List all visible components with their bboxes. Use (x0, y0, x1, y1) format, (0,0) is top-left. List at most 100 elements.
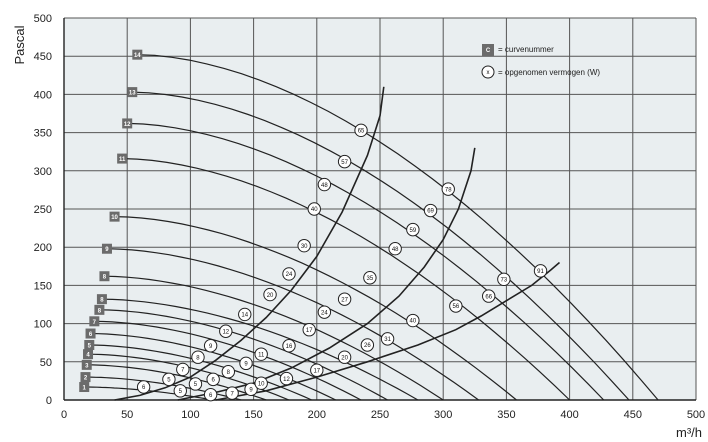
y-tick-label: 150 (34, 280, 52, 292)
power-marker-label-2-9: 40 (410, 319, 417, 325)
fan-curve-6 (94, 320, 362, 401)
power-marker-label-0-5: 12 (222, 329, 229, 335)
curve-label-text-8: 8 (100, 298, 104, 304)
curve-label-text-5: 6 (89, 332, 93, 338)
curve-label-box-11 (109, 211, 120, 222)
curve-label-text-6: 7 (93, 320, 97, 326)
power-marker-label-2-6: 20 (341, 355, 348, 361)
y-tick-label: 450 (34, 51, 52, 63)
curve-label-box-7 (94, 304, 105, 315)
curve-label-box-2 (81, 359, 92, 370)
curve-label-box-1 (80, 372, 91, 383)
y-tick-label: 50 (40, 357, 52, 369)
legend-curve-symbol: C (486, 48, 491, 54)
legend-power-symbol: x (487, 70, 490, 76)
curve-label-box-13 (122, 118, 133, 129)
y-tick-label: 300 (34, 166, 52, 178)
power-marker-label-0-0: 6 (142, 385, 146, 391)
power-marker-0-13 (354, 123, 368, 138)
curve-label-text-7: 8 (98, 308, 102, 314)
power-marker-1-11 (388, 242, 402, 256)
curve-label-box-3 (83, 349, 94, 360)
power-marker-0-0 (136, 380, 151, 394)
power-marker-label-2-11: 66 (485, 294, 492, 300)
power-marker-label-1-1: 5 (194, 382, 198, 388)
power-marker-1-2 (206, 372, 220, 387)
x-tick-label: 400 (560, 409, 578, 421)
power-marker-label-2-10: 56 (452, 304, 459, 310)
fan-curve-9 (104, 275, 444, 401)
power-marker-label-0-2: 7 (181, 368, 185, 374)
power-marker-label-2-12: 73 (501, 277, 508, 283)
power-marker-1-14 (441, 182, 455, 196)
fan-curve-5 (90, 332, 337, 401)
power-marker-label-0-4: 9 (209, 344, 213, 350)
power-marker-label-0-8: 24 (286, 272, 293, 278)
power-marker-label-1-14: 78 (445, 187, 452, 193)
curve-label-text-13: 12 (124, 122, 131, 128)
power-marker-0-6 (238, 307, 252, 322)
power-marker-2-2 (244, 382, 258, 397)
power-marker-label-1-5: 11 (258, 352, 265, 358)
power-marker-2-13 (533, 264, 548, 278)
y-tick-label: 350 (34, 128, 52, 140)
y-tick-label: 0 (46, 395, 52, 407)
curve-label-text-3: 4 (86, 353, 90, 359)
axis-ticks: 0 50 100 150 200 250 300 350 400 450 500 0 50 100 150 2… (34, 13, 706, 421)
fan-curve-14 (132, 91, 630, 401)
power-marker-2-3 (254, 376, 268, 390)
power-marker-label-0-10: 40 (311, 207, 318, 213)
power-marker-label-0-1: 5 (167, 378, 171, 384)
power-marker-0-12 (337, 154, 352, 169)
x-tick-label: 450 (624, 409, 642, 421)
power-marker-0-4 (203, 339, 218, 353)
power-marker-label-2-4: 12 (283, 377, 290, 383)
power-marker-2-9 (406, 313, 420, 328)
power-marker-0-1 (162, 372, 176, 387)
power-marker-1-3 (221, 365, 236, 379)
power-marker-1-4 (239, 356, 253, 371)
power-marker-1-12 (406, 222, 420, 237)
power-marker-label-2-7: 26 (364, 343, 371, 349)
power-marker-0-2 (176, 362, 190, 377)
power-marker-1-13 (423, 203, 438, 218)
y-tick-label: 100 (34, 319, 52, 331)
fan-curve-7 (99, 309, 388, 401)
power-marker-0-11 (317, 177, 332, 192)
power-marker-label-1-4: 9 (244, 362, 248, 368)
fan-curve-11 (114, 216, 517, 401)
power-marker-label-0-6: 14 (241, 313, 248, 319)
power-marker-1-7 (302, 323, 316, 337)
power-marker-0-5 (219, 324, 233, 338)
x-tick-label: 150 (244, 409, 262, 421)
y-tick-label: 200 (34, 242, 52, 254)
power-markers: 6578912142024304048576555689111617242735… (136, 123, 548, 402)
power-marker-label-1-6: 16 (286, 344, 293, 350)
power-marker-2-4 (279, 371, 294, 386)
fan-curve-13 (127, 122, 605, 401)
y-tick-label: 400 (34, 89, 52, 101)
curve-label-box-12 (117, 153, 128, 164)
power-marker-2-0 (203, 387, 218, 402)
x-tick-label: 300 (434, 409, 452, 421)
x-tick-label: 500 (687, 409, 705, 421)
power-marker-label-0-9: 30 (301, 244, 308, 250)
power-marker-2-12 (497, 272, 511, 286)
power-marker-label-0-13: 65 (358, 129, 365, 135)
curve-label-box-4 (84, 339, 95, 350)
power-marker-label-1-0: 5 (179, 389, 183, 395)
power-marker-label-1-7: 17 (306, 328, 313, 334)
power-marker-label-0-12: 57 (341, 160, 348, 166)
power-marker-2-5 (310, 363, 324, 377)
power-marker-label-2-0: 6 (209, 393, 213, 399)
power-marker-label-0-3: 8 (196, 355, 200, 361)
power-marker-label-1-8: 24 (321, 310, 328, 316)
power-marker-0-9 (297, 238, 311, 253)
curve-label-text-12: 11 (119, 157, 126, 163)
power-marker-0-3 (191, 350, 205, 364)
power-marker-label-0-7: 20 (267, 293, 274, 299)
legend-power-label: = opgenomen vermogen (W) (498, 68, 600, 77)
x-axis-title: m³/h (676, 425, 702, 440)
power-marker-label-2-1: 7 (230, 391, 234, 397)
curve-label-text-14: 13 (129, 91, 136, 97)
